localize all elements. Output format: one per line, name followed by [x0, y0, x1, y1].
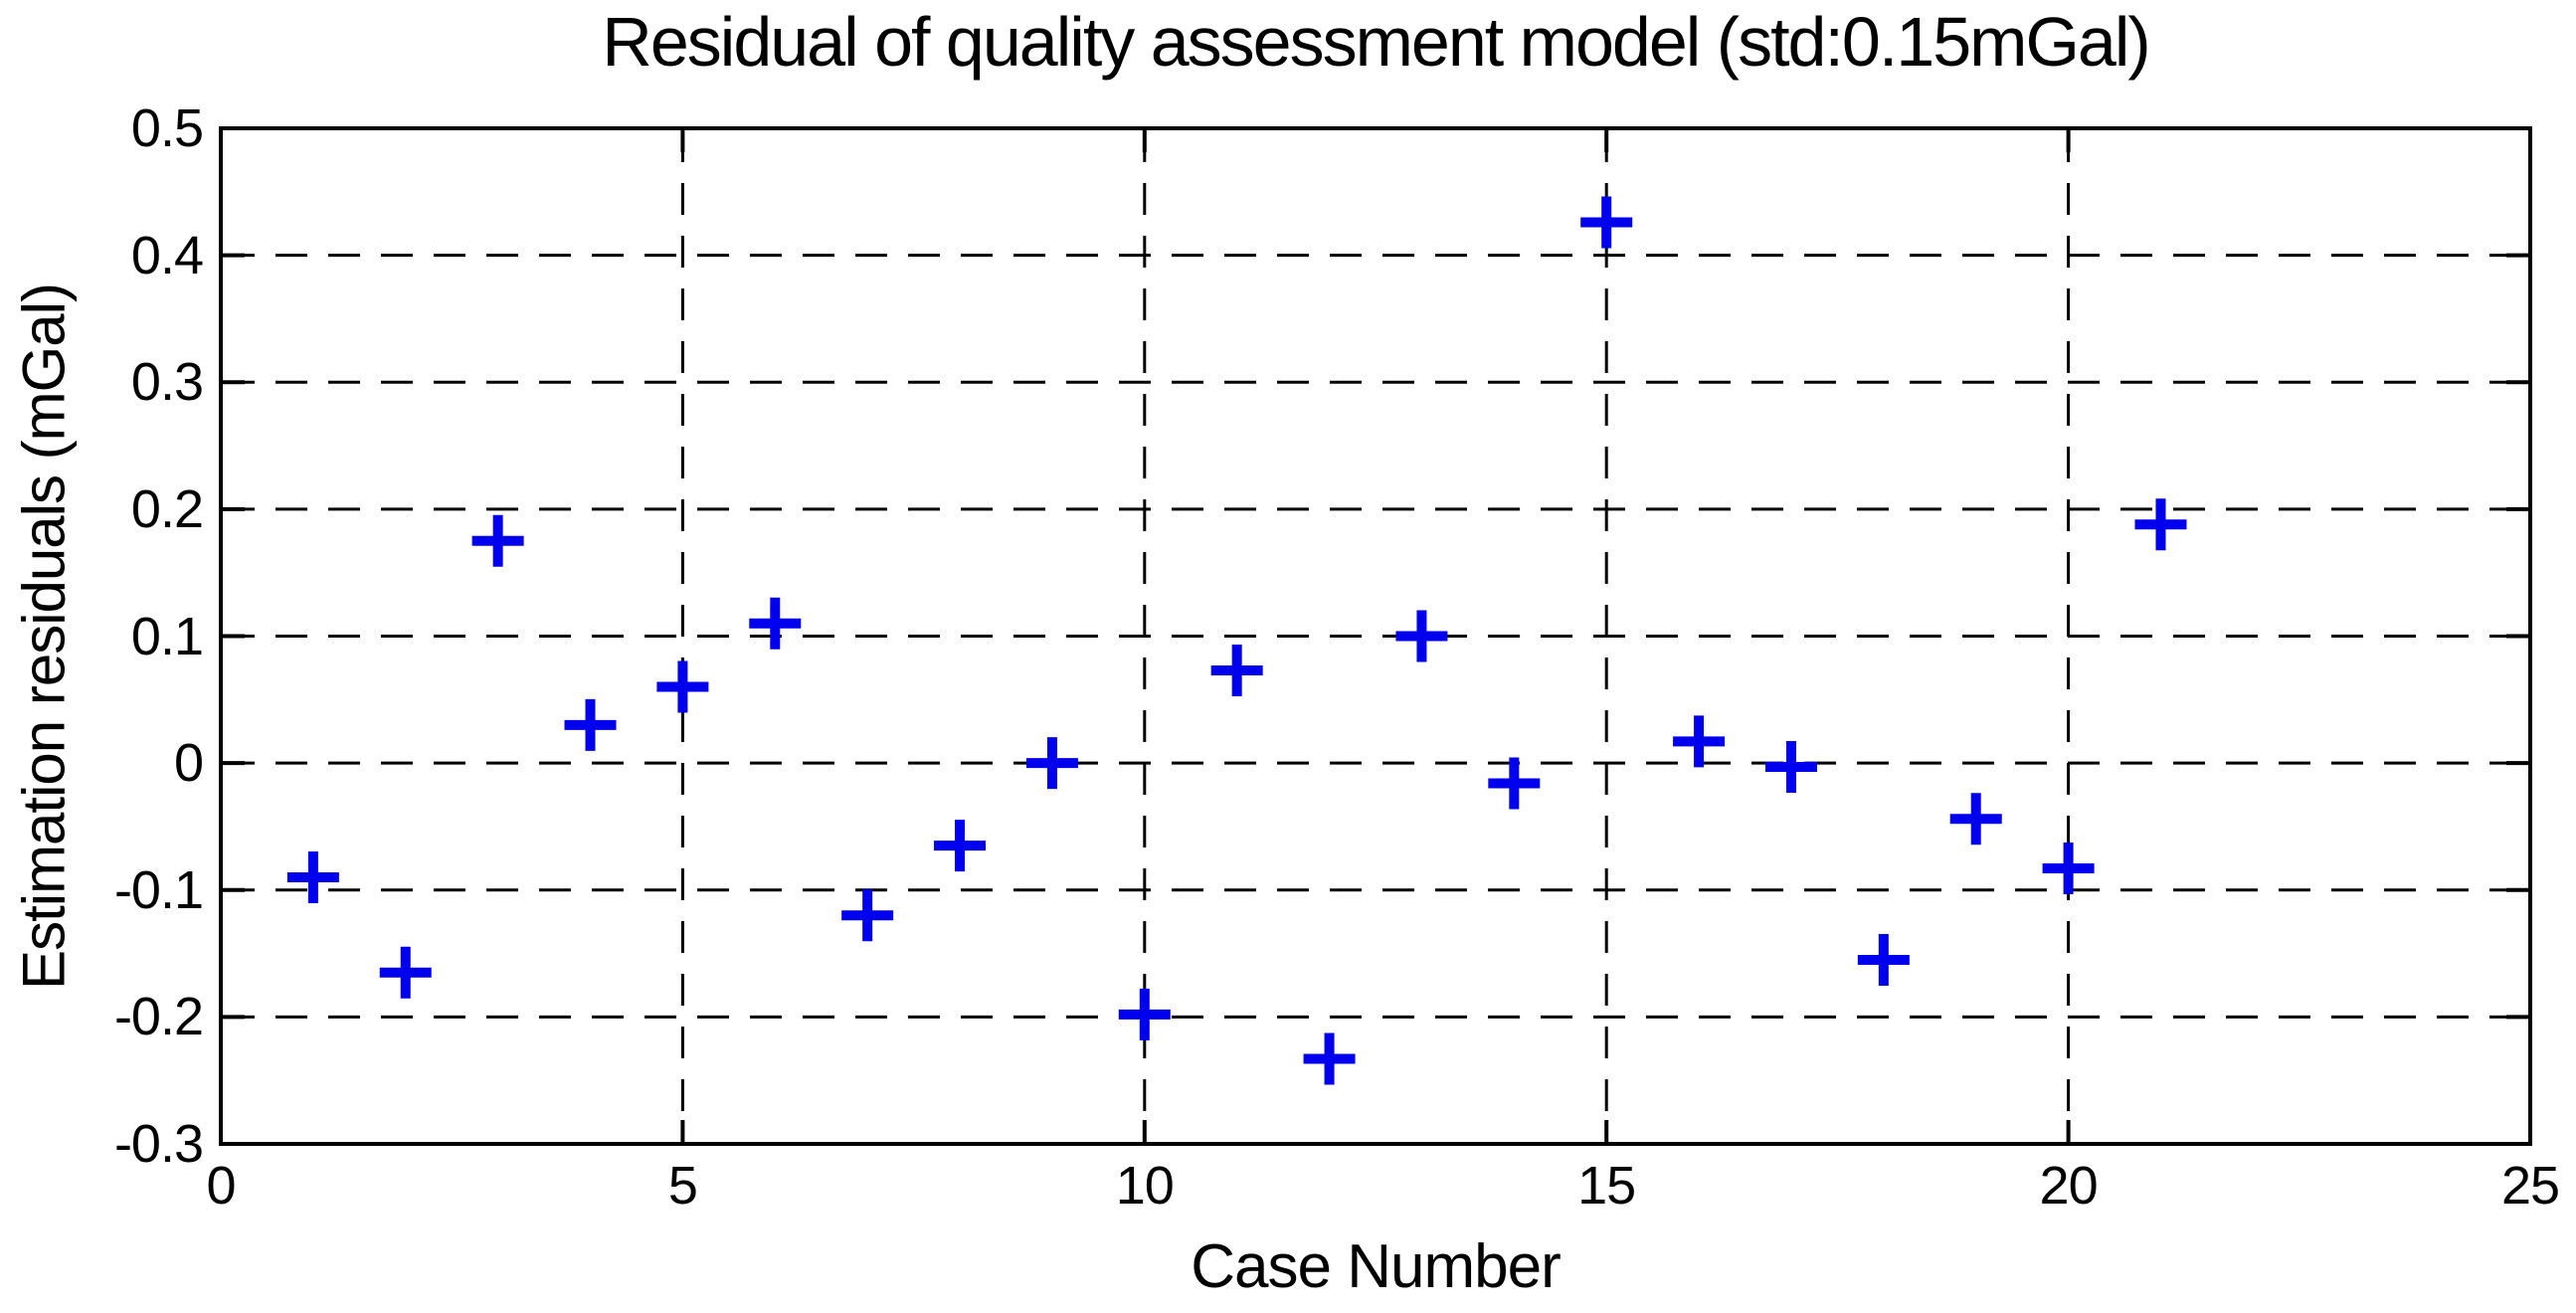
data-point-marker	[1580, 196, 1633, 249]
data-point-marker	[471, 514, 524, 567]
x-tick-label: 10	[1115, 1156, 1175, 1216]
data-point-marker	[286, 850, 339, 903]
data-point-marker	[564, 698, 617, 751]
y-tick-label: 0.2	[130, 478, 204, 539]
y-tick-label: 0.1	[130, 606, 204, 666]
data-point-marker	[1210, 644, 1263, 696]
data-point-marker	[1303, 1032, 1356, 1085]
data-point-marker	[2042, 843, 2095, 895]
x-tick-label: 0	[206, 1156, 236, 1216]
y-tick-label: -0.3	[113, 1114, 204, 1174]
data-point-marker	[934, 820, 987, 872]
data-point-marker	[1025, 737, 1078, 790]
y-tick-label: 0	[173, 733, 204, 794]
y-tick-label: 0.4	[130, 225, 204, 285]
data-point-marker	[1857, 933, 1910, 986]
data-point-marker	[1673, 715, 1726, 768]
y-tick-label: 0.3	[130, 352, 204, 413]
data-point-marker	[2134, 498, 2187, 551]
data-point-marker	[1764, 740, 1817, 793]
axes-box	[219, 126, 2532, 1146]
data-point-marker	[1949, 793, 2002, 845]
x-axis-label: Case Number	[1191, 1232, 1561, 1301]
data-point-marker	[841, 889, 894, 942]
chart-title: Residual of quality assessment model (st…	[602, 3, 2150, 81]
x-tick-label: 25	[2500, 1156, 2560, 1216]
y-tick-label: -0.2	[113, 987, 204, 1047]
data-point-marker	[379, 946, 432, 999]
y-tick-label: -0.1	[113, 859, 204, 920]
y-tick-label: 0.5	[130, 98, 204, 158]
data-point-marker	[1118, 988, 1171, 1040]
data-point-marker	[1395, 610, 1448, 662]
data-point-marker	[1488, 757, 1541, 810]
x-tick-label: 15	[1577, 1156, 1636, 1216]
data-point-marker	[656, 660, 709, 713]
x-tick-label: 5	[667, 1156, 698, 1216]
data-point-marker	[749, 597, 802, 650]
x-tick-label: 20	[2039, 1156, 2099, 1216]
